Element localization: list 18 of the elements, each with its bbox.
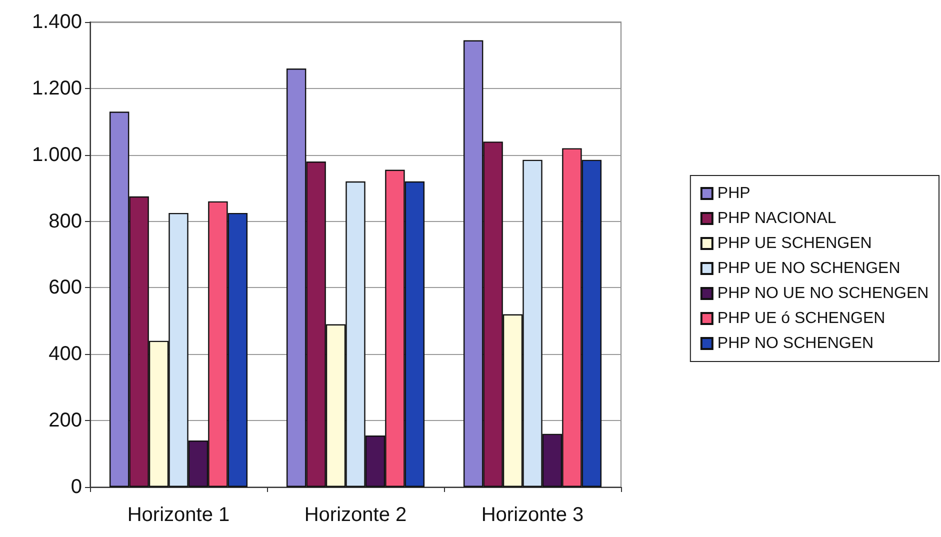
y-tick-label: 600 bbox=[48, 276, 82, 299]
legend-label: PHP UE NO SCHENGEN bbox=[717, 260, 900, 277]
y-tick-label: 0 bbox=[70, 476, 82, 498]
y-tick-label: 1.200 bbox=[32, 77, 82, 100]
y-tick-label: 1.000 bbox=[32, 144, 82, 166]
legend-label: PHP bbox=[717, 185, 750, 202]
legend-label: PHP UE ó SCHENGEN bbox=[717, 310, 886, 327]
legend-label: PHP NACIONAL bbox=[717, 210, 836, 227]
x-tick-label: Horizonte 2 bbox=[304, 504, 407, 526]
y-tick-label: 200 bbox=[48, 410, 82, 432]
y-tick-label: 1.400 bbox=[32, 11, 82, 33]
y-tick-label: 400 bbox=[48, 343, 82, 366]
legend-label: PHP NO UE NO SCHENGEN bbox=[717, 285, 929, 302]
legend-label: PHP NO SCHENGEN bbox=[717, 335, 874, 352]
x-tick-label: Horizonte 3 bbox=[481, 504, 584, 526]
legend-label: PHP UE SCHENGEN bbox=[717, 235, 872, 252]
y-tick-label: 800 bbox=[48, 210, 82, 232]
x-tick-label: Horizonte 1 bbox=[127, 504, 230, 526]
